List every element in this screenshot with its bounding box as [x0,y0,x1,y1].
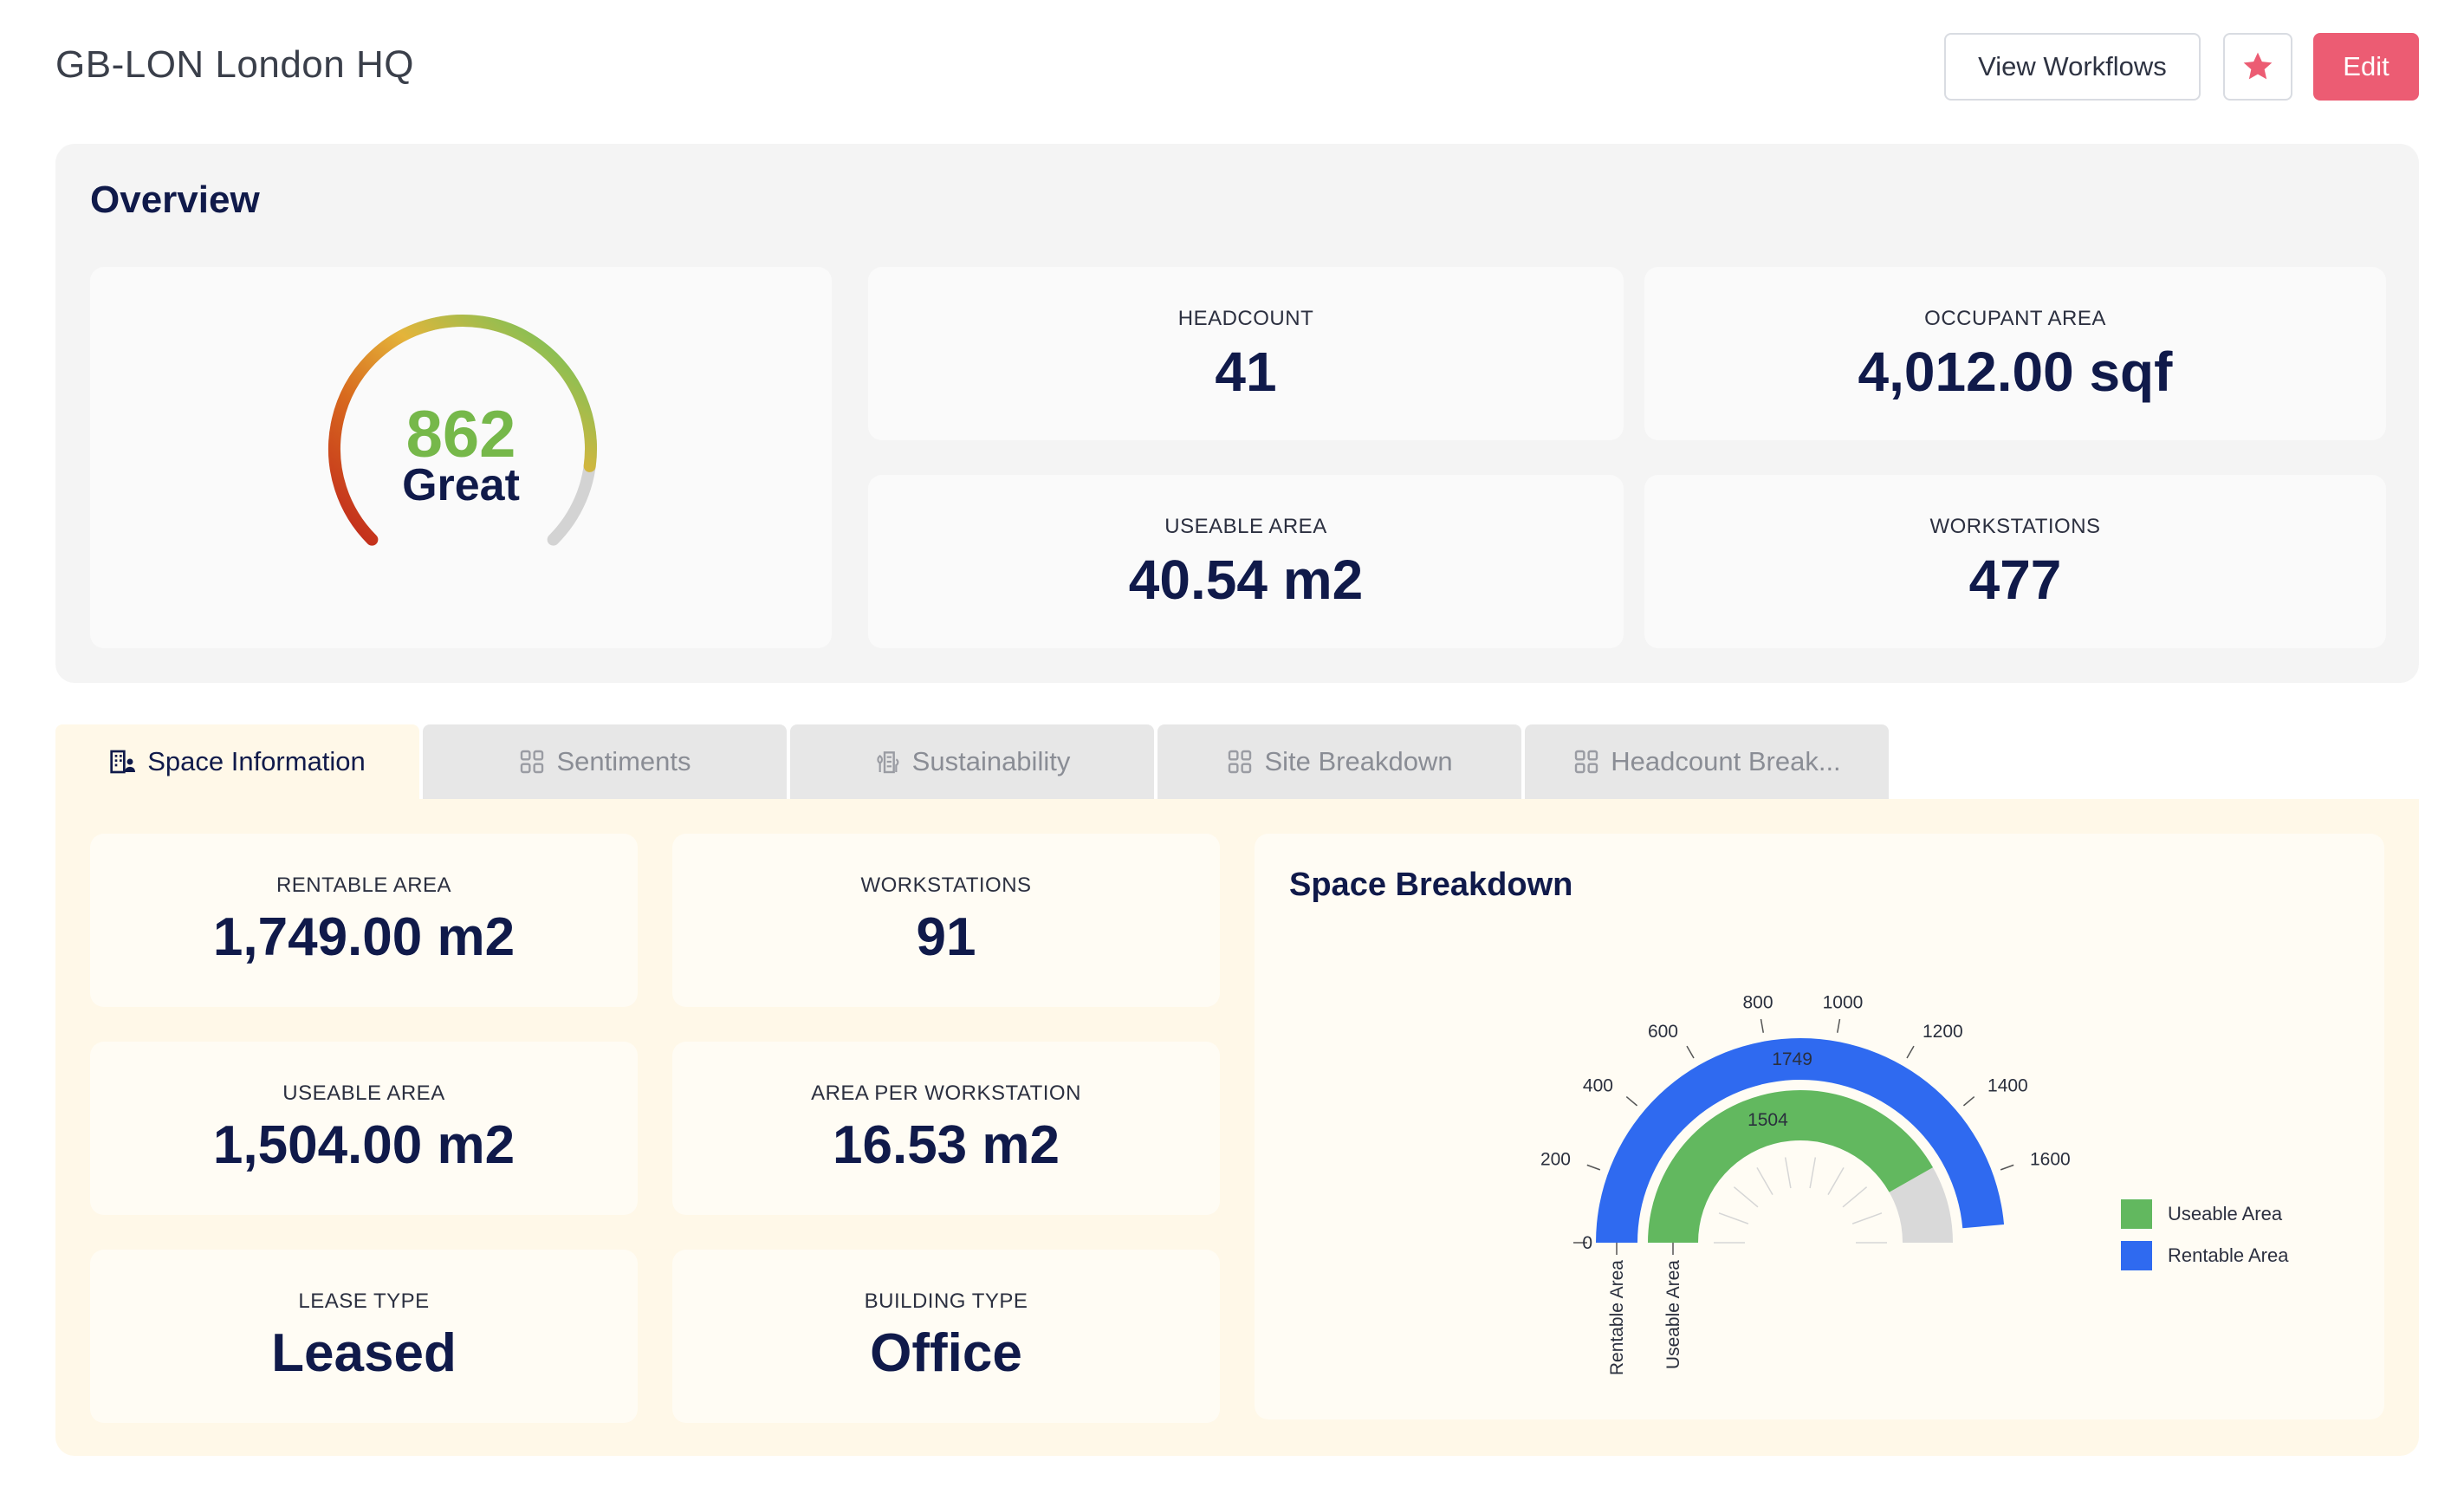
space-information-panel: RENTABLE AREA 1,749.00 m2 WORKSTATIONS 9… [55,799,2419,1456]
space-breakdown-card: Space Breakdown 1749 1504 0 200 400 600 800 100… [1255,834,2384,1419]
legend-label: Rentable Area [2168,1244,2289,1266]
score-gauge [328,315,597,546]
tick-label: 800 [1743,992,1773,1012]
grid-spoke [1851,1212,1883,1224]
legend-swatch [2121,1199,2152,1229]
grid-spoke [1827,1167,1845,1195]
grid-spoke [1842,1186,1868,1208]
favorite-button[interactable] [2223,33,2292,101]
stat-value: 1,504.00 m2 [212,1115,515,1175]
stat-label: RENTABLE AREA [276,874,452,897]
stat-card-rentable-area: RENTABLE AREA 1,749.00 m2 [90,834,638,1007]
tick-label: 400 [1583,1076,1613,1096]
score-label: Great [402,460,520,510]
stat-value: 1,749.00 m2 [212,907,515,967]
tick-label: 200 [1540,1150,1571,1170]
stat-label: WORKSTATIONS [1929,515,2101,538]
stat-label: AREA PER WORKSTATION [811,1082,1081,1105]
axis-tick [1760,1018,1765,1033]
tick-label: 1200 [1923,1022,1963,1042]
data-label: 1749 [1772,1049,1812,1069]
grid-spoke [1756,1167,1773,1195]
tick-label: 1600 [2030,1150,2071,1170]
tab-space-information[interactable]: Space Information [55,724,419,799]
chart-title: Space Breakdown [1289,867,1573,903]
grid-icon [1575,750,1598,774]
stat-label: USEABLE AREA [1164,515,1327,538]
tab-label: Headcount Break... [1611,746,1841,776]
eco-building-icon [877,751,899,774]
axis-tick [1586,1164,1601,1171]
tab-sentiments[interactable]: Sentiments [423,724,787,799]
tab-label: Sustainability [911,746,1071,776]
axis-tick [1962,1096,1975,1107]
star-icon [2243,52,2273,80]
bar-background [1889,1167,1953,1243]
stat-card-useable-area: USEABLE AREA 40.54 m2 [868,475,1624,648]
category-label: Useable Area [1663,1260,1683,1369]
tick-label: 1400 [1987,1076,2028,1096]
overview-title: Overview [90,179,260,221]
stat-label: USEABLE AREA [282,1082,445,1105]
tab-headcount-breakdown[interactable]: Headcount Break... [1525,724,1889,799]
stat-value: 41 [1215,341,1277,403]
tab-label: Sentiments [556,746,691,776]
grid-spoke [1733,1186,1759,1208]
stat-value: 16.53 m2 [833,1115,1060,1175]
axis-tick [2000,1164,2014,1171]
axis-tick [1625,1096,1638,1107]
stat-value: 4,012.00 sqf [1858,341,2173,403]
category-label: Rentable Area [1607,1260,1627,1375]
stat-label: OCCUPANT AREA [1924,307,2106,330]
building-user-icon [110,750,136,774]
stat-card-useable-area: USEABLE AREA 1,504.00 m2 [90,1042,638,1215]
overview-panel: Overview 862 Great HEADCOUNT 41 OCCUPANT… [55,144,2419,683]
stat-card-workstations: WORKSTATIONS 477 [1644,475,2386,648]
stat-label: LEASE TYPE [298,1289,430,1313]
stat-value: 477 [1968,549,2062,611]
stat-card-occupant-area: OCCUPANT AREA 4,012.00 sqf [1644,267,2386,440]
stat-label: BUILDING TYPE [864,1289,1028,1313]
stat-card-building-type: BUILDING TYPE Office [672,1250,1220,1423]
stat-label: HEADCOUNT [1177,307,1314,330]
stat-card-workstations: WORKSTATIONS 91 [672,834,1220,1007]
grid-spoke [1784,1157,1792,1189]
tab-label: Space Information [147,746,366,776]
stat-card-lease-type: LEASE TYPE Leased [90,1250,638,1423]
stat-card-area-per-workstation: AREA PER WORKSTATION 16.53 m2 [672,1042,1220,1215]
score-value: 862 [405,398,516,471]
stat-label: WORKSTATIONS [860,874,1032,897]
space-breakdown-chart: 1749 1504 0 200 400 600 800 1000 1200 1400 1600 Ren… [1540,992,2071,1375]
grid-spoke [1718,1212,1749,1224]
axis-tick [1836,1018,1841,1033]
score-card: 862 Great [90,267,832,648]
tick-label: 0 [1582,1233,1592,1253]
bar-rentable-area [1596,1038,2005,1243]
tab-sustainability[interactable]: Sustainability [790,724,1154,799]
grid-spoke [1809,1157,1817,1189]
axis-tick [1686,1045,1695,1059]
edit-button[interactable]: Edit [2313,33,2419,101]
view-workflows-button[interactable]: View Workflows [1944,33,2201,101]
data-label: 1504 [1747,1110,1788,1130]
stat-value: Office [870,1323,1022,1383]
axis-tick [1906,1045,1915,1059]
stat-value: Leased [271,1323,457,1383]
tab-label: Site Breakdown [1264,746,1453,776]
legend-label: Useable Area [2168,1203,2283,1224]
stat-value: 91 [916,907,976,967]
stat-card-headcount: HEADCOUNT 41 [868,267,1624,440]
bar-useable-area [1648,1090,1934,1243]
tab-site-breakdown[interactable]: Site Breakdown [1157,724,1521,799]
legend-item-rentable-area[interactable]: Rentable Area [2121,1241,2288,1270]
tick-label: 600 [1648,1022,1678,1042]
tab-bar: Space Information Sentiments Sustainabil… [55,724,2419,799]
grid-icon [521,750,544,774]
legend-item-useable-area[interactable]: Useable Area [2121,1199,2282,1229]
legend-swatch [2121,1241,2152,1270]
grid-icon [1229,750,1252,774]
tick-label: 1000 [1823,992,1864,1012]
stat-value: 40.54 m2 [1128,549,1364,611]
page-title: GB-LON London HQ [55,43,414,86]
